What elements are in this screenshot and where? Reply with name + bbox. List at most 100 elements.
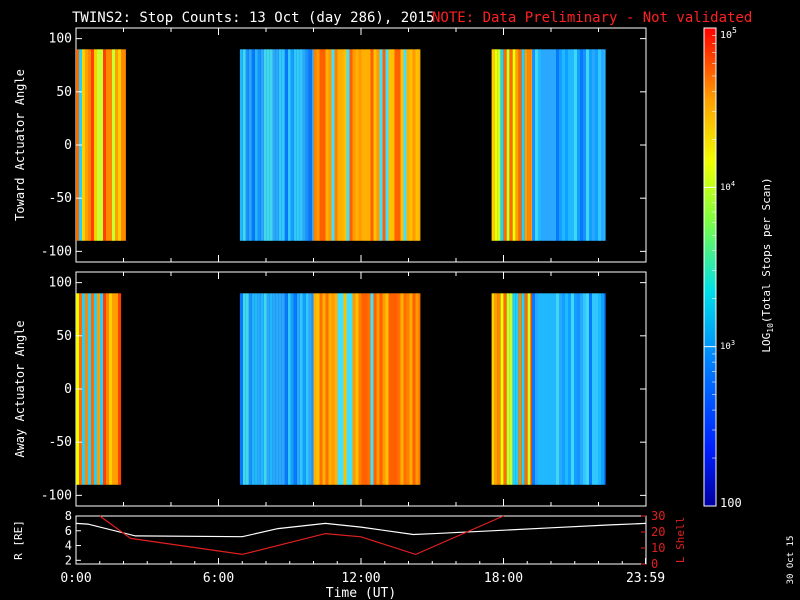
heatmap-column bbox=[91, 293, 94, 485]
chart-title: TWINS2: Stop Counts: 13 Oct (day 286), 2… bbox=[72, 10, 434, 26]
heatmap-column bbox=[269, 49, 273, 241]
heatmap-column bbox=[281, 49, 285, 241]
heatmap-column bbox=[574, 49, 577, 241]
heatmap-column bbox=[97, 293, 100, 485]
top-y-axis: 100 50 0 -50 -100 bbox=[41, 28, 647, 262]
heatmap-column bbox=[88, 293, 91, 485]
heatmap-column bbox=[311, 293, 314, 485]
top-heatmap-blocks bbox=[76, 49, 606, 241]
heatmap-column bbox=[82, 49, 85, 241]
heatmap-column bbox=[512, 49, 516, 241]
left-y-tick-label: 8 bbox=[65, 509, 72, 523]
heatmap-column bbox=[391, 293, 395, 485]
x-tick-label: 0:00 bbox=[60, 571, 91, 586]
heatmap-column bbox=[373, 49, 377, 241]
heatmap-column bbox=[589, 293, 592, 485]
heatmap-column bbox=[598, 49, 601, 241]
heatmap-column bbox=[601, 293, 604, 485]
y-tick-label: 0 bbox=[64, 138, 72, 153]
heatmap-column bbox=[118, 49, 121, 241]
heatmap-column bbox=[355, 49, 359, 241]
heatmap-column bbox=[577, 49, 580, 241]
heatmap-column bbox=[604, 293, 606, 485]
bottom-line-series bbox=[75, 515, 646, 556]
heatmap-column bbox=[376, 293, 380, 485]
heatmap-column bbox=[316, 49, 320, 241]
heatmap-column bbox=[562, 293, 565, 485]
heatmap-column bbox=[103, 49, 106, 241]
colorbar-tick-mid: 104 bbox=[720, 180, 735, 193]
heatmap-column bbox=[580, 49, 583, 241]
heatmap-column bbox=[346, 49, 350, 241]
heatmap-column bbox=[415, 49, 419, 241]
left-y-tick-label: 2 bbox=[65, 553, 72, 567]
heatmap-column bbox=[340, 49, 344, 241]
heatmap-column bbox=[518, 293, 522, 485]
heatmap-column bbox=[239, 293, 243, 485]
heatmap-column bbox=[325, 293, 329, 485]
heatmap-column bbox=[257, 49, 261, 241]
heatmap-column bbox=[544, 293, 547, 485]
heatmap-column bbox=[550, 49, 553, 241]
heatmap-column bbox=[370, 49, 374, 241]
x-tick-label: 12:00 bbox=[341, 571, 380, 586]
heatmap-column bbox=[550, 293, 553, 485]
heatmap-column bbox=[316, 293, 320, 485]
heatmap-column bbox=[491, 49, 495, 241]
heatmap-column bbox=[266, 49, 270, 241]
heatmap-column bbox=[397, 49, 401, 241]
heatmap-column bbox=[586, 293, 589, 485]
heatmap-column bbox=[400, 293, 404, 485]
heatmap-column bbox=[106, 293, 109, 485]
heatmap-column bbox=[397, 293, 401, 485]
heatmap-column bbox=[299, 49, 303, 241]
heatmap-column bbox=[367, 293, 371, 485]
heatmap-column bbox=[290, 293, 294, 485]
heatmap-column bbox=[562, 49, 565, 241]
bottom-right-y-label: L Shell bbox=[674, 517, 687, 563]
heatmap-column bbox=[302, 293, 306, 485]
preliminary-note: NOTE: Data Preliminary - Not validated bbox=[432, 10, 752, 26]
heatmap-column bbox=[583, 293, 586, 485]
middle-heatmap-blocks bbox=[76, 293, 606, 485]
heatmap-column bbox=[313, 49, 317, 241]
heatmap-column bbox=[409, 49, 413, 241]
x-tick-label: 23:59 bbox=[626, 571, 665, 586]
heatmap-column bbox=[565, 293, 568, 485]
heatmap-column bbox=[595, 293, 598, 485]
y-tick-label: -100 bbox=[41, 244, 72, 259]
heatmap-column bbox=[343, 293, 347, 485]
heatmap-column bbox=[287, 49, 291, 241]
heatmap-column bbox=[349, 49, 353, 241]
heatmap-column bbox=[509, 293, 513, 485]
heatmap-column bbox=[412, 293, 416, 485]
y-tick-label: 100 bbox=[49, 32, 72, 47]
lshell-line bbox=[99, 515, 504, 556]
heatmap-column bbox=[85, 49, 88, 241]
heatmap-column bbox=[254, 49, 258, 241]
heatmap-column bbox=[574, 293, 577, 485]
heatmap-column bbox=[328, 293, 332, 485]
heatmap-column bbox=[500, 293, 504, 485]
middle-y-label: Away Actuator Angle bbox=[13, 320, 27, 457]
heatmap-column bbox=[302, 49, 306, 241]
heatmap-column bbox=[583, 49, 586, 241]
heatmap-column bbox=[500, 49, 504, 241]
heatmap-column bbox=[109, 293, 112, 485]
heatmap-column bbox=[287, 293, 291, 485]
heatmap-column bbox=[544, 49, 547, 241]
heatmap-column bbox=[577, 293, 580, 485]
heatmap-column bbox=[278, 49, 282, 241]
heatmap-column bbox=[391, 49, 395, 241]
heatmap-column bbox=[503, 49, 507, 241]
heatmap-column bbox=[418, 293, 421, 485]
heatmap-column bbox=[88, 49, 91, 241]
heatmap-column bbox=[319, 293, 323, 485]
heatmap-column bbox=[313, 293, 317, 485]
side-date: 30 Oct 15 bbox=[786, 536, 796, 585]
y-tick-label: -100 bbox=[41, 488, 72, 503]
x-axis-label: Time (UT) bbox=[326, 586, 396, 600]
heatmap-column bbox=[352, 49, 356, 241]
